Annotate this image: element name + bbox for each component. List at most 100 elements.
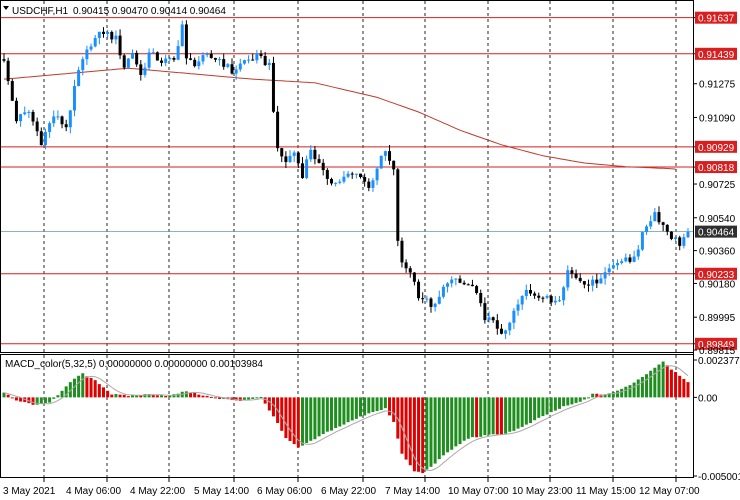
candle-body	[566, 270, 570, 288]
macd-bar	[446, 397, 450, 453]
candle-body	[533, 293, 537, 296]
candle-body	[541, 297, 545, 299]
macd-bar	[288, 397, 292, 441]
price-level-tag	[695, 140, 737, 153]
candle-body	[147, 52, 151, 68]
candle-body	[632, 256, 636, 262]
macd-bar	[321, 397, 325, 435]
candle-body	[557, 300, 561, 302]
macd-bar	[379, 397, 383, 410]
macd-bar	[85, 376, 89, 398]
candle-body	[512, 310, 516, 323]
candle-body	[363, 177, 367, 182]
macd-bar	[504, 397, 508, 434]
collapse-triangle-icon[interactable]	[3, 6, 9, 10]
candle-body	[350, 173, 354, 175]
macd-bar	[280, 397, 284, 431]
macd-bar	[454, 397, 458, 447]
price-level-tag-label: 0.89849	[698, 340, 735, 351]
macd-bar	[607, 393, 611, 398]
macd-bar	[367, 397, 371, 414]
candle-body	[213, 58, 217, 60]
grid-lines	[43, 1, 677, 477]
candle-body	[296, 152, 300, 164]
candle-body	[114, 35, 118, 40]
candle-body	[616, 263, 620, 266]
candle-body	[429, 298, 433, 307]
candle-body	[495, 320, 499, 329]
candle-body	[417, 281, 421, 299]
macd-bar	[338, 397, 342, 427]
candle-body	[338, 181, 342, 183]
macd-bar	[39, 397, 43, 404]
candle-body	[222, 59, 226, 67]
candle-body	[346, 173, 350, 177]
candle-body	[143, 67, 147, 75]
candle-body	[388, 151, 392, 161]
macd-bar	[342, 397, 346, 425]
macd-bar	[437, 397, 441, 460]
macd-bar	[645, 374, 649, 398]
macd-bar	[616, 390, 620, 398]
candle-body	[60, 116, 64, 125]
candle-body	[479, 293, 483, 304]
candle-body	[77, 70, 81, 87]
macd-bar	[43, 397, 47, 403]
macd-bar	[68, 382, 72, 398]
macd-bar	[582, 397, 586, 400]
macd-bar	[359, 397, 363, 417]
macd-axis: 0.0023776 0.00 -0.005001	[693, 356, 740, 483]
candle-body	[603, 272, 607, 279]
candle-body	[14, 100, 18, 122]
macd-bar	[458, 397, 462, 445]
candle-body	[342, 176, 346, 182]
candle-body	[234, 69, 238, 74]
macd-bar	[495, 397, 499, 435]
candle-body	[545, 296, 549, 298]
candle-body	[193, 59, 197, 67]
candle-body	[458, 278, 462, 283]
candle-body	[636, 249, 640, 257]
candle-body	[263, 55, 267, 66]
candle-body	[81, 59, 85, 71]
macd-bar	[242, 397, 246, 400]
macd-bar	[533, 397, 537, 421]
candle-body	[259, 53, 263, 56]
candle-body	[553, 300, 557, 303]
macd-bar	[247, 397, 251, 400]
macd-bar	[176, 393, 180, 398]
macd-bar	[674, 372, 678, 398]
price-axis: 0.91637 0.91439 0.91275 0.91090 0.90929 0.908…	[693, 11, 737, 357]
candle-body	[255, 53, 259, 61]
macd-bar	[126, 396, 130, 398]
candle-body	[470, 284, 474, 287]
macd-bar	[574, 397, 578, 403]
macd-bar	[93, 380, 97, 398]
candle-body	[184, 24, 188, 59]
macd-bar	[591, 393, 595, 398]
macd-bar	[151, 395, 155, 398]
time-tick-label: 7 May 14:00	[385, 486, 440, 497]
macd-bar	[587, 397, 591, 399]
macd-bar	[512, 397, 516, 431]
macd-bar	[524, 397, 528, 425]
macd-bar	[334, 397, 338, 429]
macd-bar	[483, 397, 487, 436]
macd-bar	[528, 397, 532, 424]
current-price-tag-label: 0.90464	[698, 228, 735, 239]
macd-bar	[164, 395, 168, 398]
macd-bar	[143, 394, 147, 398]
candle-body	[682, 237, 686, 246]
chart-ohlc-label: 0.90415 0.90470 0.90414 0.90464	[73, 6, 226, 17]
macd-bar	[255, 397, 259, 399]
time-tick-label: 3 May 2021	[3, 486, 56, 497]
macd-bar	[77, 375, 81, 398]
macd-bar	[371, 397, 375, 413]
macd-bar	[106, 390, 110, 398]
time-tick-label: 6 May 06:00	[257, 486, 312, 497]
macd-bar	[313, 397, 317, 440]
candle-body	[189, 58, 193, 60]
macd-bar	[168, 395, 172, 398]
candle-body	[68, 110, 72, 128]
candle-body	[300, 163, 304, 179]
